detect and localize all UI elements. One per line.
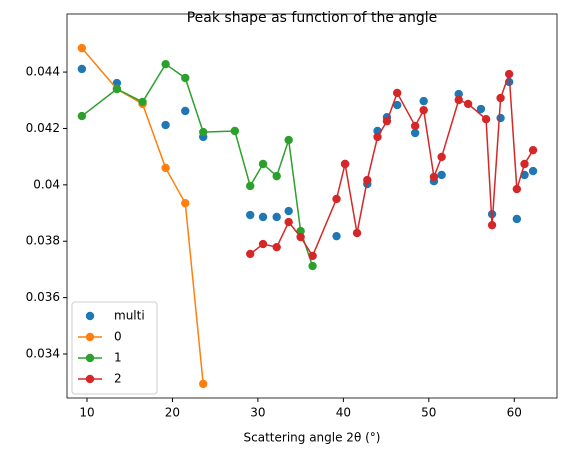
data-point [112, 78, 122, 88]
x-tick-label: 50 [421, 406, 436, 420]
data-point [296, 232, 305, 242]
data-point [258, 239, 268, 249]
data-point [528, 166, 538, 176]
data-point [258, 159, 268, 169]
y-tick-label: 0.042 [26, 121, 60, 135]
data-point [419, 96, 428, 106]
plot-frame [66, 13, 558, 399]
data-point [410, 128, 420, 138]
data-point [181, 106, 190, 116]
data-point [504, 69, 514, 79]
y-tick-label: 0.034 [26, 347, 60, 361]
data-point [308, 261, 317, 271]
data-point [512, 214, 522, 224]
data-point [161, 59, 170, 69]
legend-marker [85, 374, 95, 384]
data-point [496, 113, 505, 123]
series-line [81, 47, 204, 384]
data-point [246, 181, 255, 191]
data-point [77, 64, 87, 74]
x-tick-label: 10 [79, 406, 94, 420]
data-point [77, 111, 87, 121]
data-point [419, 105, 428, 115]
y-tick-label: 0.036 [26, 290, 60, 304]
y-tick-label: 0.038 [26, 234, 60, 248]
data-point [392, 100, 402, 110]
x-tick-label: 40 [336, 406, 351, 420]
data-point [437, 152, 446, 162]
data-point [77, 43, 87, 53]
data-point [199, 127, 208, 137]
data-point [230, 126, 240, 136]
data-point [410, 121, 420, 131]
data-point [199, 379, 208, 389]
data-point [272, 242, 281, 252]
data-point [161, 120, 170, 130]
data-point [181, 73, 190, 83]
x-tick-label: 20 [165, 406, 180, 420]
data-point [454, 89, 463, 99]
y-tick-label: 0.04 [33, 177, 60, 191]
legend-marker [85, 332, 95, 342]
legend-label: 0 [114, 330, 122, 344]
data-point [332, 231, 341, 241]
data-point [246, 210, 255, 220]
data-point [246, 249, 255, 259]
data-point [496, 93, 505, 103]
data-point [284, 206, 293, 216]
data-point [476, 104, 486, 114]
legend-marker [85, 311, 95, 321]
data-point [332, 194, 341, 204]
data-point [363, 175, 372, 185]
data-point [437, 170, 446, 180]
data-point [463, 99, 473, 109]
data-point [258, 212, 268, 222]
data-point [512, 184, 522, 194]
data-point [487, 220, 497, 230]
data-point [181, 198, 190, 208]
data-point [112, 84, 122, 94]
data-point [340, 159, 350, 169]
data-point [429, 172, 439, 182]
data-point [272, 212, 281, 222]
data-point [373, 132, 382, 142]
chart-title: Peak shape as function of the angle [187, 10, 438, 26]
data-point [138, 97, 147, 107]
legend-label: 2 [114, 372, 122, 386]
data-point [284, 135, 293, 145]
data-point [382, 116, 392, 126]
data-point [454, 95, 463, 105]
legend-marker [85, 353, 95, 363]
data-point [481, 114, 491, 124]
data-point [272, 171, 281, 181]
legend-box [71, 301, 158, 395]
data-point [392, 88, 402, 98]
data-point [528, 145, 538, 155]
data-point [520, 159, 529, 169]
data-point [308, 251, 317, 261]
x-axis-label: Scattering angle 2θ (°) [244, 431, 381, 445]
data-point [284, 217, 293, 227]
x-tick-label: 60 [507, 406, 522, 420]
legend-label: multi [114, 309, 145, 323]
x-tick-label: 30 [250, 406, 265, 420]
series-line [81, 63, 314, 267]
y-tick-label: 0.044 [26, 65, 60, 79]
data-point [352, 228, 362, 238]
data-point [161, 163, 170, 173]
legend-label: 1 [114, 351, 122, 365]
